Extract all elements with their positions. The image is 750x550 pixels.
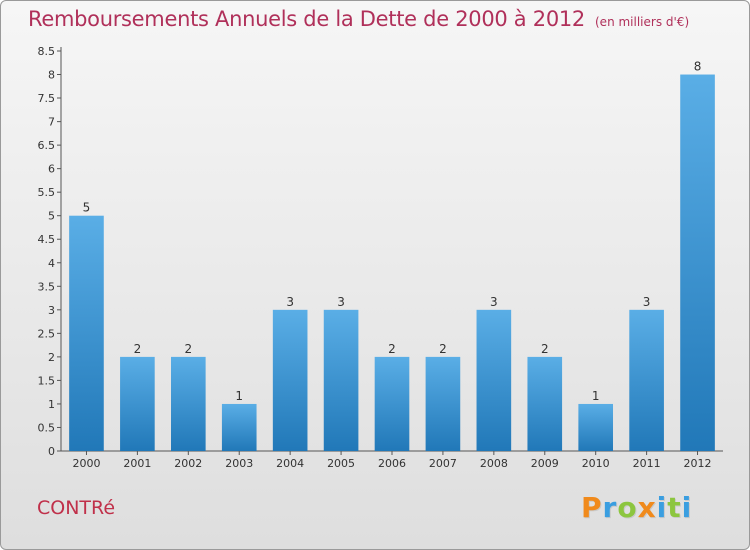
y-tick-label: 5: [48, 210, 55, 223]
y-tick-label: 4: [48, 257, 55, 270]
bar: [629, 309, 664, 451]
bar: [69, 215, 104, 451]
x-tick-label: 2004: [276, 457, 304, 470]
bar: [425, 356, 461, 451]
y-tick-label: 1: [48, 398, 55, 411]
chart-title-text: Remboursements Annuels de la Dette de 20…: [28, 7, 585, 31]
y-tick-label: 3: [48, 304, 55, 317]
y-tick-label: 4.5: [38, 233, 56, 246]
y-tick-label: 0.5: [38, 421, 56, 434]
bar: [374, 356, 410, 451]
bar-value-label: 1: [235, 389, 243, 403]
bar: [120, 356, 155, 451]
bar: [170, 356, 206, 451]
y-tick-label: 5.5: [38, 186, 56, 199]
bar-value-label: 8: [694, 60, 702, 74]
y-tick-label: 3.5: [38, 280, 56, 293]
place-name: CONTRé: [37, 497, 116, 519]
y-tick-label: 0: [48, 445, 55, 458]
bar: [476, 309, 512, 451]
logo-letter: P: [581, 491, 603, 524]
x-tick-label: 2006: [378, 457, 406, 470]
y-tick-label: 8.5: [38, 45, 56, 58]
y-tick-label: 8: [48, 69, 55, 82]
chart-subtitle: (en milliers d'€): [595, 15, 690, 29]
x-tick-label: 2012: [684, 457, 712, 470]
x-tick-label: 2003: [225, 457, 253, 470]
bar-value-label: 2: [134, 342, 142, 356]
bar-value-label: 5: [83, 201, 91, 215]
proxiti-logo: Proxiti: [581, 491, 692, 524]
bar-value-label: 3: [643, 295, 651, 309]
logo-letter: i: [681, 491, 693, 524]
logo-letter: r: [602, 491, 618, 524]
bar-value-label: 2: [541, 342, 549, 356]
x-tick-label: 2008: [480, 457, 508, 470]
bar-value-label: 2: [439, 342, 447, 356]
y-tick-label: 2.5: [38, 327, 56, 340]
x-tick-label: 2002: [174, 457, 202, 470]
bar-value-label: 2: [388, 342, 396, 356]
y-tick-label: 2: [48, 351, 55, 364]
bar-value-label: 3: [337, 295, 345, 309]
bar-value-label: 1: [592, 389, 600, 403]
bar-value-label: 2: [184, 342, 192, 356]
y-tick-label: 1.5: [38, 374, 56, 387]
bar: [578, 403, 614, 451]
bar: [272, 309, 308, 451]
bar-value-label: 3: [490, 295, 498, 309]
x-tick-label: 2009: [531, 457, 559, 470]
x-tick-label: 2011: [633, 457, 661, 470]
chart-title: Remboursements Annuels de la Dette de 20…: [28, 7, 689, 31]
logo-letter: t: [667, 491, 682, 524]
x-tick-label: 2007: [429, 457, 457, 470]
y-tick-label: 7.5: [38, 92, 56, 105]
bar: [527, 356, 563, 451]
x-tick-label: 2005: [327, 457, 355, 470]
bar: [221, 403, 257, 451]
x-tick-label: 2001: [123, 457, 151, 470]
x-tick-label: 2000: [72, 457, 100, 470]
y-tick-label: 7: [48, 116, 55, 129]
x-tick-label: 2010: [582, 457, 610, 470]
logo-letter: i: [656, 491, 668, 524]
y-tick-label: 6: [48, 163, 55, 176]
bar: [323, 309, 359, 451]
y-tick-label: 6.5: [38, 139, 56, 152]
bar: [680, 74, 715, 451]
logo-letter: o: [617, 491, 638, 524]
logo-letter: x: [637, 491, 657, 524]
bar-value-label: 3: [286, 295, 294, 309]
